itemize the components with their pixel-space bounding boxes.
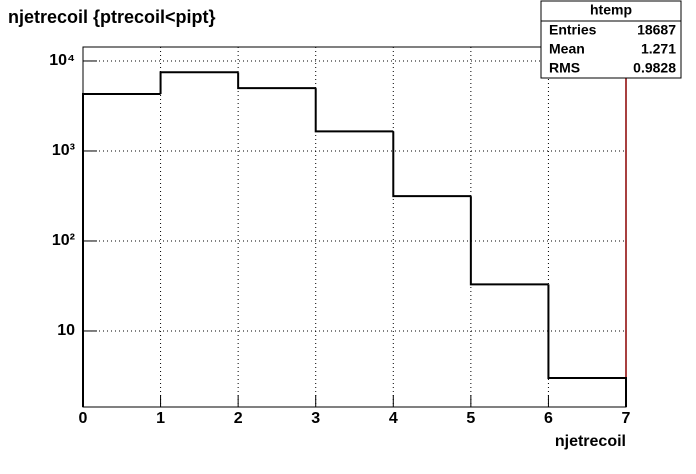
x-tick-label: 5 <box>466 410 475 427</box>
stats-label: Entries <box>549 22 597 38</box>
stats-value: 0.9828 <box>633 60 676 76</box>
x-axis-label: njetrecoil <box>555 433 626 450</box>
y-tick-label: 10⁴ <box>49 52 75 69</box>
y-tick-label: 10 <box>57 322 75 339</box>
stats-title: htemp <box>590 2 632 18</box>
x-tick-label: 2 <box>234 410 243 427</box>
stats-box: htemp Entries 18687 Mean 1.271 RMS 0.9828 <box>540 0 682 79</box>
histogram-bin <box>237 72 316 90</box>
x-tick-label: 0 <box>79 410 88 427</box>
histogram-bin <box>469 196 549 286</box>
x-tick-label: 6 <box>544 410 553 427</box>
x-tick-label: 4 <box>389 410 398 427</box>
histogram-bin <box>392 131 471 198</box>
stats-value: 1.271 <box>641 41 676 57</box>
y-tick-label: 10² <box>52 232 75 249</box>
stats-frame <box>540 0 682 79</box>
histogram-bin <box>547 284 627 407</box>
histogram-bin <box>82 92 161 407</box>
chart-title: njetrecoil {ptrecoil<pipt} <box>8 7 216 27</box>
histogram-bin <box>314 88 394 133</box>
stats-label: RMS <box>549 60 580 76</box>
y-tick-label: 10³ <box>52 142 75 159</box>
stats-label: Mean <box>549 41 585 57</box>
histogram-bin <box>159 71 239 94</box>
stats-value: 18687 <box>637 22 676 38</box>
x-tick-label: 3 <box>311 410 320 427</box>
x-tick-label: 1 <box>156 410 165 427</box>
x-tick-label: 7 <box>622 410 631 427</box>
